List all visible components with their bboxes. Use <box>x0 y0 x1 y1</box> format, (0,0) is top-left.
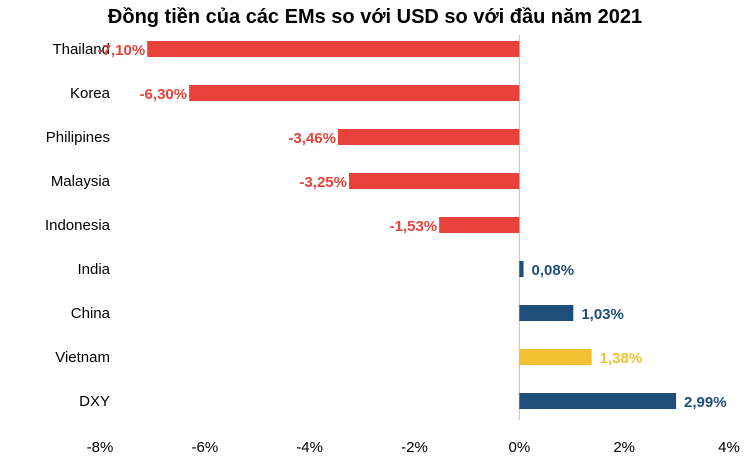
bar-china <box>519 305 574 321</box>
data-label: -3,46% <box>288 130 336 147</box>
x-tick-label: 0% <box>508 439 530 456</box>
bar-korea <box>189 85 520 101</box>
category-label: India <box>77 261 110 278</box>
x-tick-label: -8% <box>87 439 114 456</box>
bar-dxy <box>519 393 677 409</box>
bar-india <box>519 261 524 277</box>
category-label: DXY <box>79 393 110 410</box>
data-label: -6,30% <box>140 86 188 103</box>
data-label: 0,08% <box>532 262 575 279</box>
x-tick-label: 4% <box>718 439 740 456</box>
data-label: 2,99% <box>684 394 727 411</box>
category-label: Philipines <box>46 129 110 146</box>
category-label: Malaysia <box>51 173 111 190</box>
chart-title: Đồng tiền của các EMs so với USD so với … <box>108 6 642 28</box>
data-label: -7,10% <box>98 42 146 59</box>
data-label: -3,25% <box>299 174 347 191</box>
bar-vietnam <box>519 349 592 365</box>
category-label: Indonesia <box>45 217 111 234</box>
bar-indonesia <box>439 217 520 233</box>
x-tick-label: 2% <box>613 439 635 456</box>
data-label: 1,38% <box>600 350 643 367</box>
bar-thailand <box>147 41 520 57</box>
category-label: China <box>71 305 111 322</box>
data-label: 1,03% <box>581 306 624 323</box>
x-tick-label: -6% <box>191 439 218 456</box>
category-label: Korea <box>70 85 111 102</box>
bar-philipines <box>337 129 520 145</box>
x-tick-label: -2% <box>401 439 428 456</box>
category-label: Thailand <box>52 41 110 58</box>
x-tick-label: -4% <box>296 439 323 456</box>
bar-malaysia <box>348 173 520 189</box>
category-label: Vietnam <box>55 349 110 366</box>
data-label: -1,53% <box>390 218 438 235</box>
